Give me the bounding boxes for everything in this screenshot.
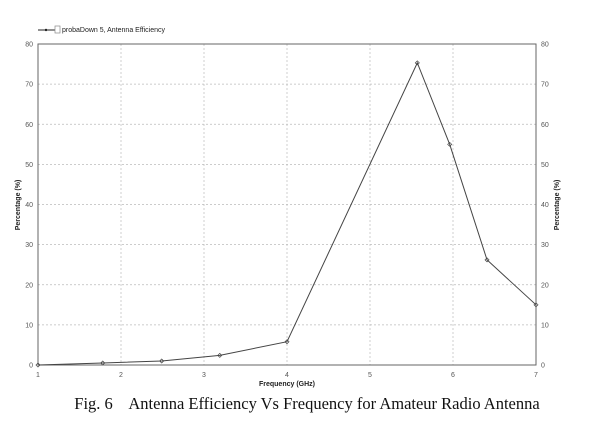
y-axis-label-left: Percentage (%) <box>15 180 22 231</box>
grid <box>38 44 536 365</box>
y-tick-label-left: 30 <box>25 242 33 249</box>
series-line <box>37 61 537 366</box>
data-point <box>484 257 490 263</box>
x-tick-label: 3 <box>202 372 206 379</box>
data-point <box>100 360 106 366</box>
legend-checkbox[interactable] <box>54 25 61 34</box>
y-tick-label-left: 20 <box>25 282 33 289</box>
y-tick-label-left: 0 <box>29 363 33 370</box>
x-tick-label: 4 <box>285 372 289 379</box>
data-point <box>533 302 539 308</box>
legend-marker <box>44 28 48 32</box>
x-axis-label: Frequency (GHz) <box>259 381 315 388</box>
x-tick-label: 2 <box>119 372 123 379</box>
legend: probaDown 5, Antenna Efficiency <box>38 25 165 34</box>
y-axis-label-right: Percentage (%) <box>554 180 561 231</box>
y-tick-label-left: 10 <box>25 322 33 329</box>
y-tick-label-left: 60 <box>25 122 33 129</box>
x-tick-label: 6 <box>451 372 455 379</box>
y-tick-label-right: 60 <box>541 122 549 129</box>
y-tick-label-left: 80 <box>25 42 33 49</box>
y-tick-label-right: 20 <box>541 282 549 289</box>
y-tick-label-left: 50 <box>25 162 33 169</box>
data-point <box>284 339 290 345</box>
y-tick-label-right: 80 <box>541 42 549 49</box>
x-tick-label: 5 <box>368 372 372 379</box>
y-tick-label-right: 70 <box>541 82 549 89</box>
data-point <box>414 60 420 66</box>
y-tick-label-right: 30 <box>541 242 549 249</box>
series-layer <box>35 60 539 368</box>
data-point <box>447 141 453 147</box>
x-tick-label: 1 <box>36 372 40 379</box>
y-tick-label-left: 40 <box>25 202 33 209</box>
y-tick-label-right: 0 <box>541 363 545 370</box>
y-tick-label-right: 10 <box>541 322 549 329</box>
y-tick-label-left: 70 <box>25 82 33 89</box>
y-tick-label-right: 50 <box>541 162 549 169</box>
data-point <box>35 362 41 368</box>
legend-label: probaDown 5, Antenna Efficiency <box>62 27 165 34</box>
plot-frame <box>37 43 537 366</box>
data-point <box>217 352 223 358</box>
figure-caption: Fig. 6 Antenna Efficiency Vs Frequency f… <box>74 394 540 413</box>
x-tick-label: 7 <box>534 372 538 379</box>
data-point <box>159 358 165 364</box>
y-tick-label-right: 40 <box>541 202 549 209</box>
